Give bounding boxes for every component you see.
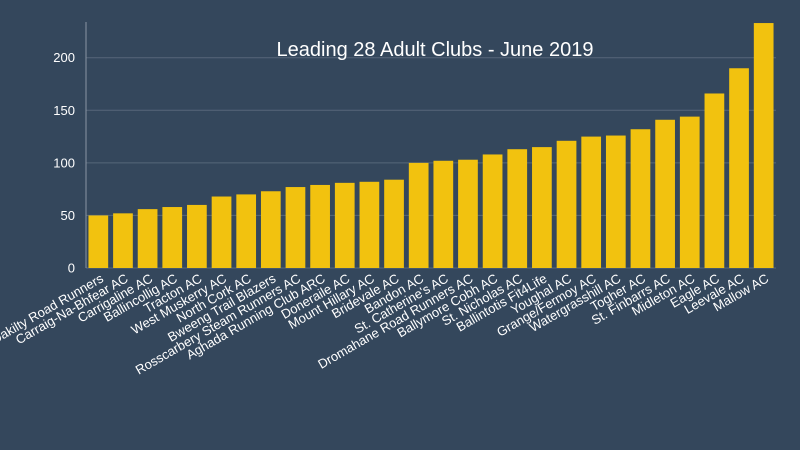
- bar: [704, 93, 725, 268]
- y-tick-label: 0: [68, 261, 75, 276]
- bar: [310, 184, 330, 268]
- y-tick-label: 150: [53, 103, 75, 118]
- bar: [507, 149, 528, 268]
- y-tick-labels: 0 50 100 150 200: [53, 50, 75, 275]
- bar: [532, 147, 552, 268]
- bar: [236, 194, 257, 268]
- y-tick-label: 200: [53, 50, 75, 65]
- x-tick-labels: Kilbrittain Oakilty Road RunnersCarraig-…: [0, 270, 771, 377]
- bar: [630, 129, 651, 268]
- bar: [260, 191, 281, 268]
- bar: [729, 68, 749, 268]
- bar: [285, 187, 306, 268]
- bar: [408, 162, 429, 268]
- bar: [655, 119, 675, 269]
- bar: [384, 179, 404, 268]
- bar: [482, 154, 503, 268]
- bar: [211, 196, 232, 268]
- bar: [556, 140, 577, 268]
- bar: [187, 204, 207, 268]
- chart-title: Leading 28 Adult Clubs - June 2019: [277, 39, 594, 61]
- bar: [88, 215, 109, 268]
- bar: [581, 136, 602, 268]
- bar: [162, 207, 183, 268]
- bar: [359, 181, 380, 268]
- bars: [88, 23, 774, 269]
- bar: [113, 213, 133, 268]
- bar: [137, 209, 158, 268]
- bar: [334, 182, 355, 268]
- y-tick-label: 100: [53, 155, 75, 170]
- bar: [753, 23, 774, 268]
- bar: [605, 135, 626, 268]
- bar: [433, 160, 454, 268]
- y-tick-label: 50: [61, 208, 75, 223]
- bar: [679, 116, 700, 268]
- bar: [458, 159, 478, 268]
